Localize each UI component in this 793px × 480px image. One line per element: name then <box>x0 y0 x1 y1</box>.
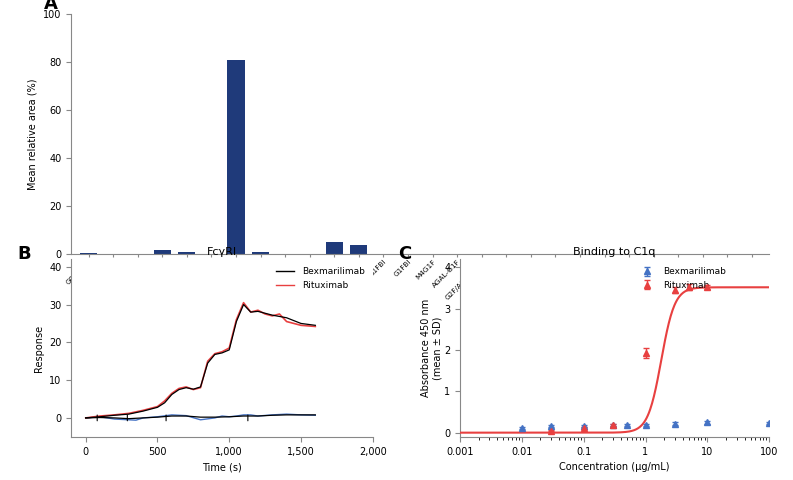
X-axis label: Concentration (μg/mL): Concentration (μg/mL) <box>559 462 670 472</box>
Legend: Bexmarilimab, Rituximab: Bexmarilimab, Rituximab <box>273 264 368 293</box>
Bar <box>105 253 122 254</box>
Bar <box>351 245 367 254</box>
Bar <box>326 242 343 254</box>
Bar <box>80 253 98 254</box>
Bar <box>301 253 318 254</box>
Text: A: A <box>44 0 57 13</box>
Text: C: C <box>398 245 412 263</box>
Y-axis label: Absorbance 450 nm
(mean ± SD): Absorbance 450 nm (mean ± SD) <box>421 299 442 397</box>
Bar <box>154 250 170 254</box>
Title: Binding to C1q: Binding to C1q <box>573 247 656 257</box>
Bar <box>252 252 269 254</box>
Text: B: B <box>17 245 31 263</box>
X-axis label: Time (s): Time (s) <box>202 462 242 472</box>
Bar <box>178 252 195 254</box>
Title: FcγRI: FcγRI <box>207 247 237 257</box>
Legend: Bexmarilimab, Rituximab: Bexmarilimab, Rituximab <box>634 264 730 293</box>
Y-axis label: Response: Response <box>34 324 44 372</box>
Bar <box>228 60 244 254</box>
Y-axis label: Mean relative area (%): Mean relative area (%) <box>28 79 38 190</box>
